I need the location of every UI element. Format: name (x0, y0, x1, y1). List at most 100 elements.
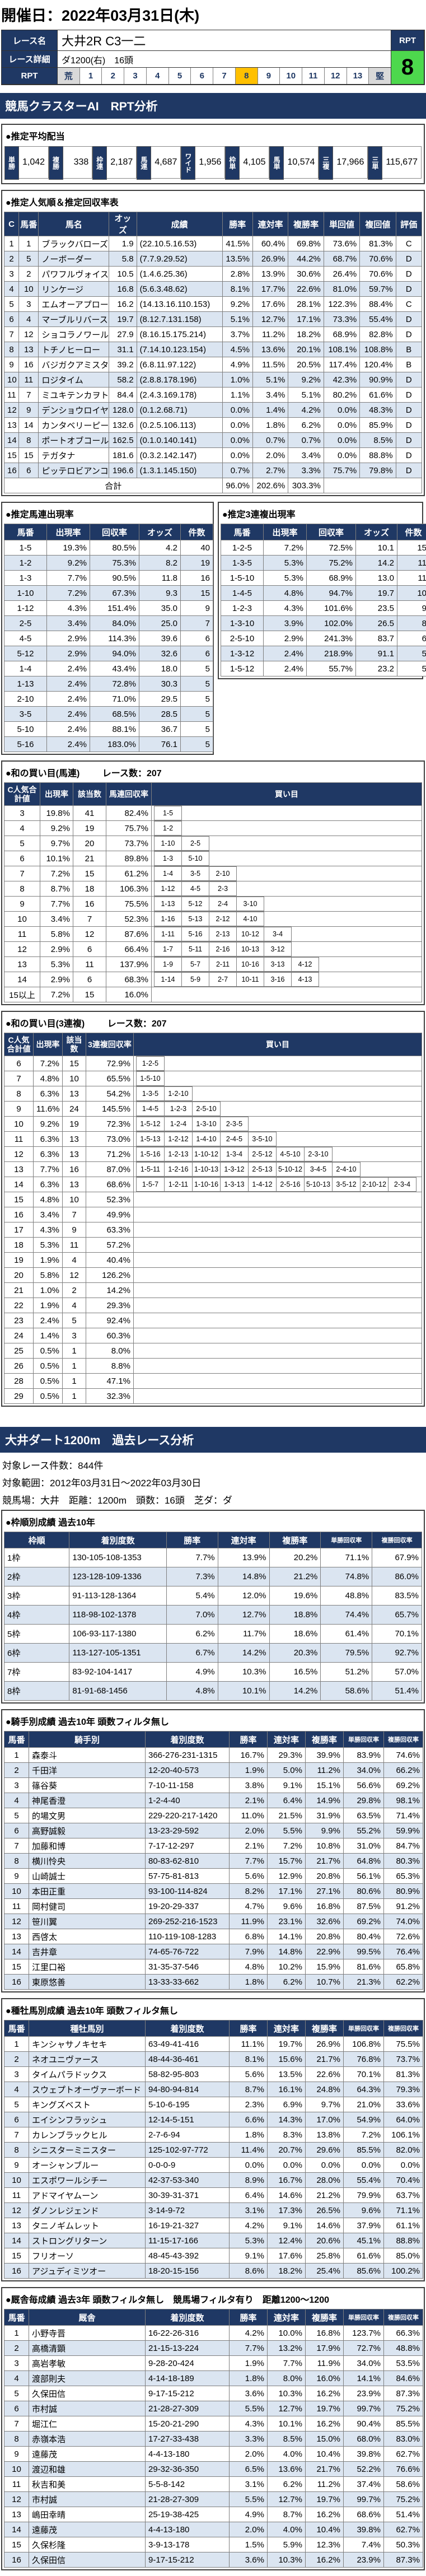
horse-number: 2 (4, 1763, 29, 1778)
horse-number: 12 (4, 2203, 29, 2218)
quinella-rate: 8.5% (268, 2432, 306, 2447)
win-rate: 6.6% (230, 2112, 268, 2127)
stable-name: 秋吉和美 (29, 2477, 146, 2492)
rpt-scale-cell: 2 (102, 68, 124, 84)
win-roi: 75.7% (324, 463, 359, 478)
hit-count: 6 (73, 972, 106, 987)
appearance-rate: 7.2% (40, 987, 73, 1002)
quinella-rate: 10.0% (268, 2326, 306, 2341)
win-rate: 2.1% (230, 1838, 268, 1854)
horse-number: 6 (4, 1823, 29, 1838)
appearance-rate: 2.4% (47, 661, 90, 676)
show-rate: 39.9% (306, 1748, 344, 1763)
record: (14.13.16.110.153) (137, 297, 222, 312)
c-rank: 11 (4, 388, 19, 403)
win-rate: 5.5% (230, 2401, 268, 2416)
roi: 106.3% (106, 881, 152, 897)
quinella-rate: 5.9% (268, 2537, 306, 2552)
show-roi: 88.8% (384, 2233, 423, 2248)
hit-count: 24 (63, 1102, 86, 1117)
show-roi: 75.2% (384, 2492, 423, 2507)
win-roi: 9.6% (344, 2203, 384, 2218)
record: 83-92-104-1417 (69, 1663, 166, 1682)
buy-sanrenpuku-race-count: レース数：207 (107, 1019, 167, 1029)
record: 19-20-29-337 (146, 1899, 230, 1914)
column-header: C人気合計値 (4, 1033, 34, 1056)
show-roi: 98.1% (384, 1793, 423, 1808)
hit-count: 10 (63, 1192, 86, 1207)
buy-combination: 1-5-12 (136, 1117, 165, 1131)
record: 74-65-76-722 (146, 1944, 230, 1959)
ranking-row: 117ミユキテンカヲトル84.4(2.4.3.169.178)1.1%3.4%5… (4, 388, 422, 403)
column-header: 勝率 (222, 212, 252, 236)
show-rate: 20.8% (306, 1929, 344, 1944)
horse-name: カンタベリーピース (39, 418, 109, 433)
win-roi: 64.3% (344, 2082, 384, 2097)
column-header: 3連複回収率 (86, 1033, 134, 1056)
column-header: 厩舎 (29, 2309, 146, 2326)
quinella-rate: 8.0% (268, 2371, 306, 2386)
quinella-rate: 19.7% (268, 2037, 306, 2052)
count: 6 (397, 631, 426, 646)
horse-number: 2 (4, 2341, 29, 2356)
show-roi: 61.1% (384, 2218, 423, 2233)
show-rate: 27.1% (306, 1884, 344, 1899)
combination: 4-5 (4, 631, 47, 646)
record: 5-10-6-195 (146, 2097, 230, 2112)
appearance-rate: 1.0% (34, 1283, 63, 1298)
buy-list (134, 1313, 422, 1328)
roi: 68.3% (106, 972, 152, 987)
odds: 76.1 (139, 737, 181, 752)
column-header: C (4, 212, 19, 236)
popularity-sum: 17 (4, 1222, 34, 1238)
horse-number: 15 (4, 1959, 29, 1975)
buy-combination: 1-14 (154, 972, 182, 987)
win-rate: 8.1% (222, 282, 252, 297)
count: 9 (181, 601, 213, 616)
win-rate: 7.7% (230, 1854, 268, 1869)
record: 16-19-21-327 (146, 2218, 230, 2233)
win-rate: 6.2% (166, 1625, 218, 1644)
odds: 8.2 (139, 556, 181, 571)
jockey-name: 本田正重 (29, 1884, 146, 1899)
hit-count: 19 (63, 1117, 86, 1132)
quinella-rate: 10.3% (268, 2386, 306, 2401)
show-roi: 62.7% (384, 2447, 423, 2462)
win-rate: 3.1% (230, 2477, 268, 2492)
appearance-rate: 4.3% (47, 601, 90, 616)
appearance-rate: 19.3% (47, 540, 90, 556)
horse-name: ロジタイム (39, 372, 109, 388)
quinella-rate: 12.7% (218, 1606, 269, 1625)
show-roi: 62.2% (384, 1975, 423, 1990)
buy-combination: 3-13 (264, 957, 292, 972)
record: (7.14.10.123.154) (137, 342, 222, 357)
show-rate: 13.8% (306, 2127, 344, 2143)
win-roi: 90.4% (344, 2416, 384, 2432)
win-rate: 3.7% (222, 327, 252, 342)
show-roi: 50.3% (384, 2537, 423, 2552)
record: 94-80-94-814 (146, 2082, 230, 2097)
quinella-rate: 10.3% (268, 2552, 306, 2568)
appearance-rate: 2.9% (264, 631, 307, 646)
buy-combination: 2-3 (209, 881, 237, 896)
appearance-rate: 9.7% (40, 836, 73, 851)
win-rate: 5.3% (230, 2233, 268, 2248)
stable-name: 渡辺和雄 (29, 2462, 146, 2477)
sire-name: アジュディミツオー (29, 2264, 146, 2279)
buy-combination: 2-3-5 (220, 1117, 249, 1131)
record: 3-9-13-178 (146, 2537, 230, 2552)
win-roi: 54.9% (344, 2112, 384, 2127)
payout-type-label: 三単 (368, 146, 382, 180)
buy-combination: 10-16 (236, 957, 264, 972)
sire-name: ネオユニヴァース (29, 2052, 146, 2067)
quinella-rate: 1.8% (252, 418, 288, 433)
hit-count: 7 (63, 1207, 86, 1222)
